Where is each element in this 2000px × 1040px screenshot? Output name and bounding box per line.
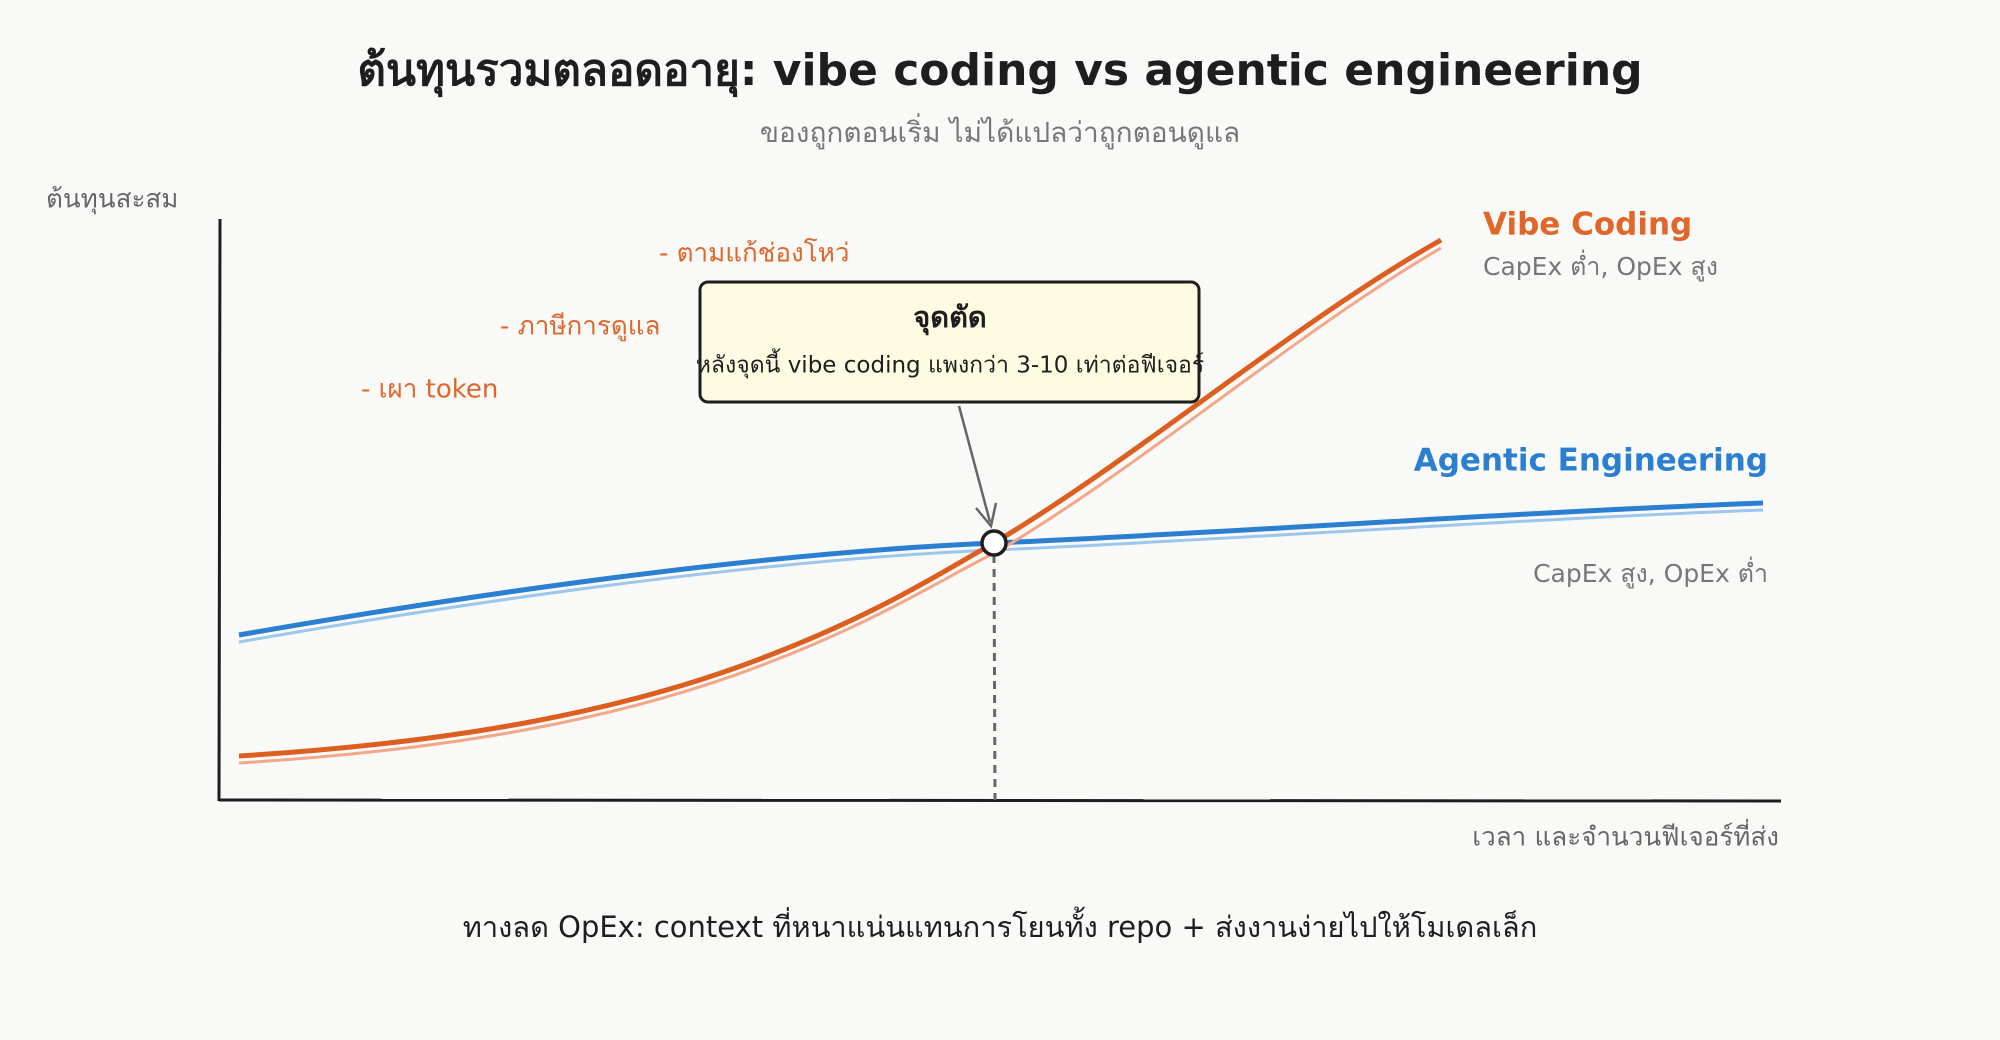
series-description: CapEx ต่ำ, OpEx สูง: [1483, 249, 1718, 282]
note: - เผา token: [361, 375, 498, 405]
note: - ภาษีการดูแล: [500, 312, 660, 342]
callout-text: หลังจุดนี้ vibe coding แพงกว่า 3-10 เท่า…: [696, 349, 1204, 379]
vibe-line-shadow: [238, 246, 1442, 765]
y-axis: [217, 218, 222, 802]
note: - ตามแก้ช่องโหว่: [659, 238, 849, 269]
footnote: ทางลด OpEx: context ที่หนาแน่นแทนการโยนท…: [463, 906, 1538, 944]
series-label: Vibe Coding: [1483, 207, 1692, 243]
callout-box: [698, 280, 1201, 404]
callout-arrow: [957, 405, 992, 523]
title: ต้นทุนรวมตลอดอายุ: vibe coding vs agenti…: [357, 45, 1642, 98]
vibe-line: [238, 237, 1443, 759]
intersection-point: [980, 529, 1008, 557]
subtitle: ของถูกตอนเริ่ม ไม่ได้แปลว่าถูกตอนดูแล: [760, 113, 1240, 150]
x-axis-label: เวลา และจำนวนฟีเจอร์ที่ส่ง: [1472, 819, 1779, 853]
series-label: Agentic Engineering: [1414, 443, 1768, 479]
x-axis: [218, 798, 1782, 803]
series-description: CapEx สูง, OpEx ต่ำ: [1533, 556, 1768, 589]
callout-arrowhead: [975, 502, 998, 529]
y-axis-label: ต้นทุนสะสม: [46, 185, 178, 215]
callout-title: จุดตัด: [913, 300, 987, 335]
